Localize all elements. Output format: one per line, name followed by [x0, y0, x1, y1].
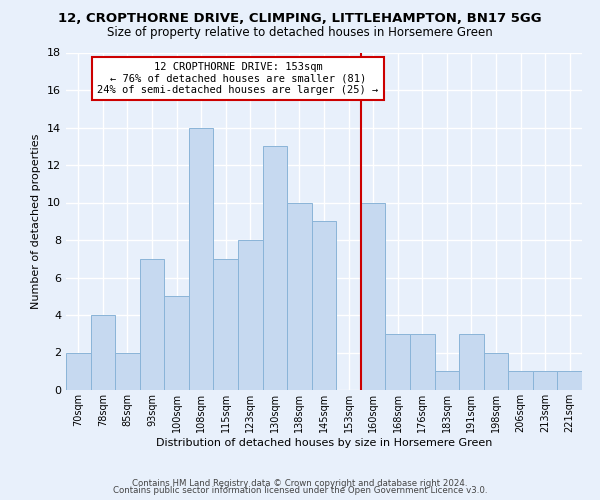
- Y-axis label: Number of detached properties: Number of detached properties: [31, 134, 41, 309]
- Bar: [508, 371, 533, 390]
- Bar: [263, 146, 287, 390]
- Bar: [140, 259, 164, 390]
- Text: Contains HM Land Registry data © Crown copyright and database right 2024.: Contains HM Land Registry data © Crown c…: [132, 478, 468, 488]
- X-axis label: Distribution of detached houses by size in Horsemere Green: Distribution of detached houses by size …: [156, 438, 492, 448]
- Text: 12, CROPTHORNE DRIVE, CLIMPING, LITTLEHAMPTON, BN17 5GG: 12, CROPTHORNE DRIVE, CLIMPING, LITTLEHA…: [58, 12, 542, 26]
- Text: 12 CROPTHORNE DRIVE: 153sqm
← 76% of detached houses are smaller (81)
24% of sem: 12 CROPTHORNE DRIVE: 153sqm ← 76% of det…: [97, 62, 379, 95]
- Text: Contains public sector information licensed under the Open Government Licence v3: Contains public sector information licen…: [113, 486, 487, 495]
- Bar: [484, 352, 508, 390]
- Bar: [214, 259, 238, 390]
- Bar: [459, 334, 484, 390]
- Bar: [533, 371, 557, 390]
- Text: Size of property relative to detached houses in Horsemere Green: Size of property relative to detached ho…: [107, 26, 493, 39]
- Bar: [557, 371, 582, 390]
- Bar: [434, 371, 459, 390]
- Bar: [361, 202, 385, 390]
- Bar: [287, 202, 312, 390]
- Bar: [115, 352, 140, 390]
- Bar: [410, 334, 434, 390]
- Bar: [66, 352, 91, 390]
- Bar: [312, 221, 336, 390]
- Bar: [385, 334, 410, 390]
- Bar: [238, 240, 263, 390]
- Bar: [91, 315, 115, 390]
- Bar: [164, 296, 189, 390]
- Bar: [189, 128, 214, 390]
